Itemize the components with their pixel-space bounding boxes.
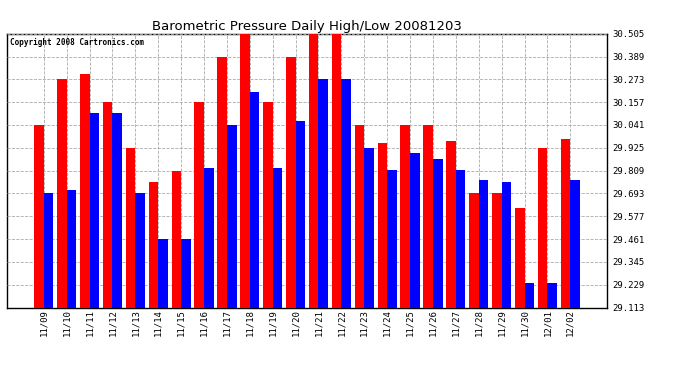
- Bar: [469, 194, 479, 308]
- Bar: [561, 139, 571, 308]
- Bar: [515, 208, 524, 308]
- Bar: [263, 102, 273, 308]
- Bar: [538, 148, 547, 308]
- Bar: [90, 113, 99, 308]
- Bar: [492, 194, 502, 308]
- Bar: [469, 194, 479, 308]
- Bar: [456, 170, 466, 308]
- Bar: [80, 74, 90, 307]
- Bar: [158, 239, 168, 308]
- Bar: [240, 34, 250, 308]
- Bar: [502, 182, 511, 308]
- Bar: [295, 121, 305, 308]
- Bar: [34, 125, 43, 308]
- Bar: [286, 57, 295, 308]
- Bar: [148, 182, 158, 308]
- Text: Copyright 2008 Cartronics.com: Copyright 2008 Cartronics.com: [10, 38, 144, 47]
- Bar: [410, 153, 420, 308]
- Bar: [240, 34, 250, 308]
- Bar: [400, 125, 410, 308]
- Bar: [332, 34, 342, 308]
- Bar: [332, 34, 342, 308]
- Bar: [309, 34, 319, 308]
- Bar: [524, 282, 534, 308]
- Bar: [433, 159, 442, 308]
- Bar: [400, 125, 410, 308]
- Bar: [172, 171, 181, 308]
- Bar: [172, 171, 181, 308]
- Bar: [57, 80, 67, 308]
- Bar: [410, 153, 420, 308]
- Bar: [204, 168, 214, 308]
- Title: Barometric Pressure Daily High/Low 20081203: Barometric Pressure Daily High/Low 20081…: [152, 20, 462, 33]
- Bar: [43, 194, 53, 308]
- Bar: [355, 125, 364, 308]
- Bar: [492, 194, 502, 308]
- Bar: [538, 148, 547, 308]
- Bar: [286, 57, 295, 308]
- Bar: [43, 194, 53, 308]
- Bar: [433, 159, 442, 308]
- Bar: [364, 148, 374, 308]
- Bar: [250, 92, 259, 308]
- Bar: [112, 113, 122, 308]
- Bar: [446, 141, 456, 308]
- Bar: [273, 168, 282, 308]
- Bar: [80, 74, 90, 307]
- Bar: [217, 57, 227, 308]
- Bar: [502, 182, 511, 308]
- Bar: [561, 139, 571, 308]
- Bar: [377, 143, 387, 308]
- Bar: [148, 182, 158, 308]
- Bar: [67, 190, 77, 308]
- Bar: [135, 194, 145, 308]
- Bar: [309, 34, 319, 308]
- Bar: [342, 80, 351, 308]
- Bar: [181, 239, 190, 308]
- Bar: [273, 168, 282, 308]
- Bar: [424, 125, 433, 308]
- Bar: [90, 113, 99, 308]
- Bar: [387, 170, 397, 308]
- Bar: [571, 180, 580, 308]
- Bar: [319, 80, 328, 308]
- Bar: [479, 180, 489, 308]
- Bar: [250, 92, 259, 308]
- Bar: [103, 102, 112, 308]
- Bar: [67, 190, 77, 308]
- Bar: [377, 143, 387, 308]
- Bar: [195, 102, 204, 308]
- Bar: [355, 125, 364, 308]
- Bar: [387, 170, 397, 308]
- Bar: [342, 80, 351, 308]
- Bar: [547, 282, 557, 308]
- Bar: [195, 102, 204, 308]
- Bar: [112, 113, 122, 308]
- Bar: [217, 57, 227, 308]
- Bar: [227, 125, 237, 308]
- Bar: [158, 239, 168, 308]
- Bar: [319, 80, 328, 308]
- Bar: [364, 148, 374, 308]
- Bar: [103, 102, 112, 308]
- Bar: [446, 141, 456, 308]
- Bar: [424, 125, 433, 308]
- Bar: [571, 180, 580, 308]
- Bar: [227, 125, 237, 308]
- Bar: [515, 208, 524, 308]
- Bar: [181, 239, 190, 308]
- Bar: [456, 170, 466, 308]
- Bar: [295, 121, 305, 308]
- Bar: [524, 282, 534, 308]
- Bar: [57, 80, 67, 308]
- Bar: [479, 180, 489, 308]
- Bar: [135, 194, 145, 308]
- Bar: [263, 102, 273, 308]
- Bar: [126, 148, 135, 308]
- Bar: [126, 148, 135, 308]
- Bar: [34, 125, 43, 308]
- Bar: [547, 282, 557, 308]
- Bar: [204, 168, 214, 308]
